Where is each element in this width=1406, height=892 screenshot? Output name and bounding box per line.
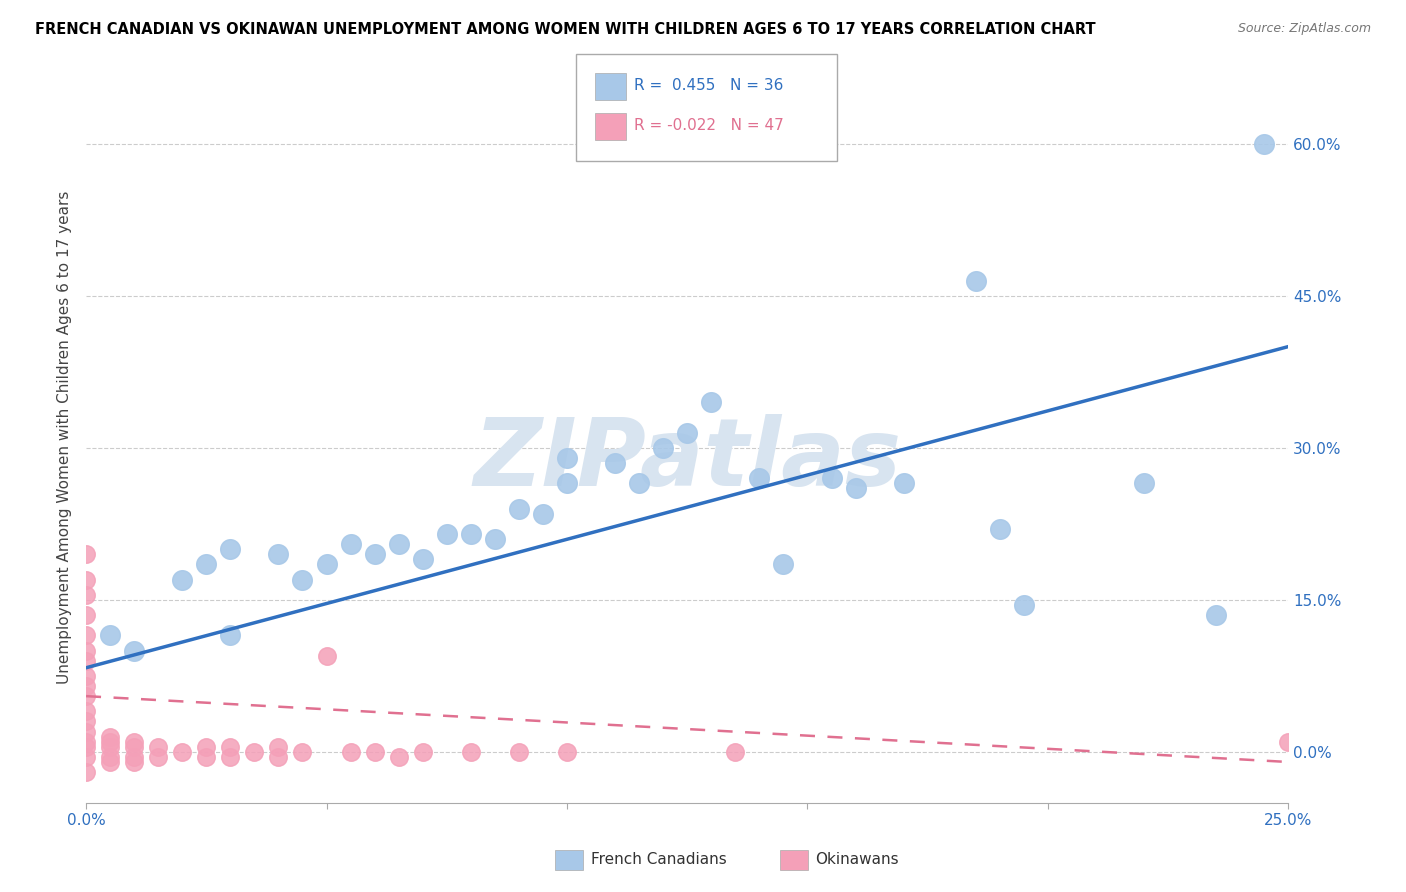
Point	[219, 739, 242, 754]
Point	[508, 501, 530, 516]
Point	[1253, 136, 1275, 151]
Point	[460, 527, 482, 541]
Point	[148, 750, 170, 764]
Point	[122, 750, 145, 764]
Point	[219, 542, 242, 557]
Point	[724, 745, 747, 759]
Point	[412, 745, 434, 759]
Point	[219, 628, 242, 642]
Point	[1277, 735, 1299, 749]
Point	[75, 643, 97, 657]
Point	[267, 547, 290, 561]
Point	[531, 507, 554, 521]
Point	[75, 689, 97, 703]
Text: ZIPatlas: ZIPatlas	[474, 414, 901, 506]
Point	[700, 395, 723, 409]
Point	[965, 274, 987, 288]
Point	[772, 558, 794, 572]
Point	[195, 739, 218, 754]
Point	[75, 704, 97, 718]
Y-axis label: Unemployment Among Women with Children Ages 6 to 17 years: Unemployment Among Women with Children A…	[58, 191, 72, 684]
Point	[75, 714, 97, 729]
Point	[267, 739, 290, 754]
Point	[75, 608, 97, 623]
Point	[172, 745, 194, 759]
Point	[122, 643, 145, 657]
Text: R = -0.022   N = 47: R = -0.022 N = 47	[634, 119, 785, 133]
Point	[1012, 598, 1035, 612]
Point	[243, 745, 266, 759]
Point	[388, 537, 411, 551]
Point	[75, 739, 97, 754]
Point	[436, 527, 458, 541]
Point	[75, 765, 97, 780]
Point	[388, 750, 411, 764]
Point	[555, 476, 578, 491]
Text: French Canadians: French Canadians	[591, 853, 727, 867]
Text: FRENCH CANADIAN VS OKINAWAN UNEMPLOYMENT AMONG WOMEN WITH CHILDREN AGES 6 TO 17 : FRENCH CANADIAN VS OKINAWAN UNEMPLOYMENT…	[35, 22, 1095, 37]
Point	[75, 573, 97, 587]
Point	[555, 450, 578, 465]
Point	[122, 755, 145, 769]
Point	[75, 654, 97, 668]
Point	[195, 750, 218, 764]
Point	[148, 739, 170, 754]
Point	[75, 547, 97, 561]
Point	[267, 750, 290, 764]
Point	[122, 735, 145, 749]
Point	[172, 573, 194, 587]
Point	[75, 750, 97, 764]
Point	[98, 755, 121, 769]
Point	[291, 745, 314, 759]
Point	[363, 547, 385, 561]
Point	[1205, 608, 1227, 623]
Point	[460, 745, 482, 759]
Point	[315, 558, 337, 572]
Point	[98, 739, 121, 754]
Point	[484, 532, 506, 546]
Point	[339, 745, 361, 759]
Point	[339, 537, 361, 551]
Point	[363, 745, 385, 759]
Point	[412, 552, 434, 566]
Text: Okinawans: Okinawans	[815, 853, 898, 867]
Point	[628, 476, 651, 491]
Point	[820, 471, 842, 485]
Point	[315, 648, 337, 663]
Point	[75, 588, 97, 602]
Point	[508, 745, 530, 759]
Point	[98, 750, 121, 764]
Point	[603, 456, 626, 470]
Point	[75, 669, 97, 683]
Point	[75, 735, 97, 749]
Point	[988, 522, 1011, 536]
Point	[291, 573, 314, 587]
Point	[75, 628, 97, 642]
Text: Source: ZipAtlas.com: Source: ZipAtlas.com	[1237, 22, 1371, 36]
Point	[195, 558, 218, 572]
Point	[1133, 476, 1156, 491]
Text: R =  0.455   N = 36: R = 0.455 N = 36	[634, 78, 783, 93]
Point	[122, 739, 145, 754]
Point	[75, 724, 97, 739]
Point	[98, 735, 121, 749]
Point	[98, 730, 121, 744]
Point	[555, 745, 578, 759]
Point	[75, 679, 97, 693]
Point	[652, 441, 675, 455]
Point	[893, 476, 915, 491]
Point	[219, 750, 242, 764]
Point	[98, 628, 121, 642]
Point	[845, 482, 868, 496]
Point	[676, 425, 699, 440]
Point	[748, 471, 770, 485]
